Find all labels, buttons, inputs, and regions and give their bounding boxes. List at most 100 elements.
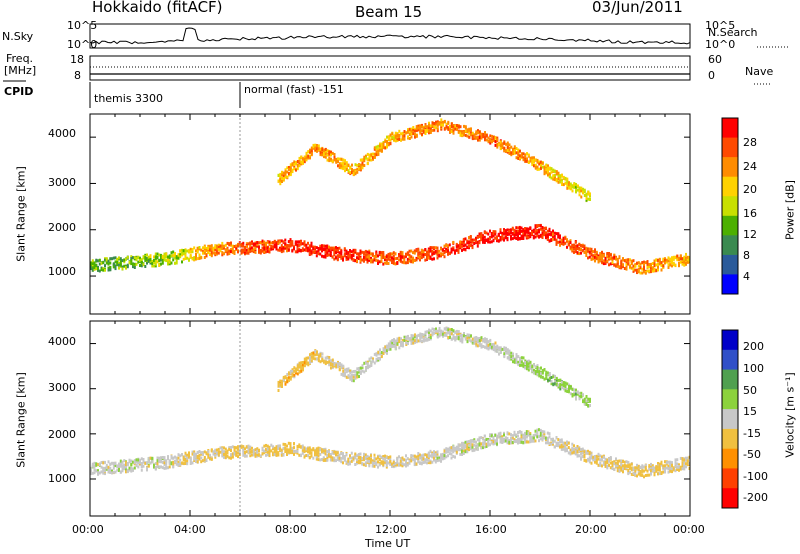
power-cell <box>310 250 313 254</box>
power-cell <box>513 145 516 149</box>
power-cell <box>251 246 253 250</box>
velocity-cell <box>368 460 371 464</box>
velocity-cell <box>650 469 652 473</box>
velocity-cell <box>149 461 152 465</box>
velocity-cell <box>386 346 388 350</box>
power-cell <box>275 242 278 246</box>
power-cell <box>193 246 196 250</box>
velocity-cell <box>454 447 456 451</box>
velocity-cell <box>191 452 194 456</box>
power-cell <box>280 244 283 248</box>
velocity-cell <box>209 457 211 461</box>
power-cell <box>214 244 217 248</box>
power-cell <box>121 265 124 269</box>
velocity-cell <box>613 460 616 464</box>
power-cell <box>478 241 481 245</box>
power-cell <box>314 250 316 254</box>
power-cell <box>440 247 442 251</box>
power-cell <box>342 167 345 171</box>
velocity-cell <box>573 448 575 452</box>
power-cell <box>574 246 577 250</box>
power-cell <box>533 160 535 164</box>
velocity-cell <box>289 369 292 373</box>
power-cell <box>534 163 537 167</box>
power-cell <box>153 264 155 268</box>
velocity-cell <box>686 461 689 465</box>
power-cell <box>116 260 119 264</box>
velocity-cell <box>296 368 299 372</box>
velocity-cell <box>209 453 211 457</box>
power-cell <box>420 256 423 260</box>
power-cell <box>310 149 313 153</box>
power-cell <box>459 133 462 137</box>
velocity-cell <box>317 458 320 462</box>
power-cell <box>133 262 136 266</box>
velocity-cell <box>613 462 616 466</box>
power-cell <box>407 130 409 134</box>
velocity-cell <box>281 385 283 388</box>
power-cell <box>153 261 155 264</box>
power-cell <box>308 244 311 248</box>
velocity-cell <box>518 437 521 441</box>
velocity-cell <box>618 465 621 468</box>
velocity-cell <box>119 459 122 463</box>
power-cell <box>224 249 227 253</box>
velocity-cell <box>287 441 290 445</box>
velocity-cell <box>401 456 404 460</box>
velocity-cell <box>146 466 148 470</box>
velocity-cell <box>247 450 250 454</box>
power-cell <box>370 260 372 264</box>
velocity-cell <box>464 440 467 444</box>
velocity-cell <box>525 433 528 436</box>
velocity-cell <box>581 455 584 459</box>
power-cell <box>480 232 483 236</box>
velocity-cell <box>323 360 325 363</box>
power-cell <box>499 140 502 144</box>
power-cell <box>611 261 614 264</box>
velocity-cell <box>657 462 659 465</box>
power-cell <box>450 130 453 134</box>
velocity-cell <box>349 375 352 379</box>
power-cell <box>111 257 113 261</box>
velocity-cell <box>377 350 380 354</box>
power-cell <box>422 253 425 257</box>
power-cell <box>412 127 415 131</box>
velocity-cell <box>616 466 619 470</box>
velocity-cell <box>550 442 553 446</box>
velocity-cell <box>324 447 327 451</box>
velocity-cell <box>459 448 462 452</box>
velocity-cell <box>158 460 161 464</box>
velocity-cell <box>100 461 103 464</box>
velocity-cell <box>156 465 159 469</box>
power-cell <box>380 142 383 146</box>
power-cell <box>534 165 537 169</box>
velocity-cell <box>303 357 306 361</box>
power-cell <box>284 168 287 172</box>
power-cell <box>434 246 437 250</box>
power-cell <box>483 235 486 239</box>
power-cell <box>344 165 346 169</box>
velocity-cell <box>658 472 661 476</box>
velocity-cbar-tick-50: 50 <box>743 384 757 397</box>
power-cell <box>163 255 166 259</box>
power-cell <box>527 236 530 240</box>
velocity-cell <box>538 428 540 432</box>
power-cell <box>375 258 378 262</box>
power-cell <box>574 240 577 244</box>
velocity-cell <box>426 455 428 459</box>
power-cell <box>335 256 337 260</box>
velocity-cell <box>393 344 395 348</box>
power-cell <box>95 267 98 271</box>
power-cell <box>118 256 120 260</box>
power-cell <box>419 129 422 133</box>
velocity-cell <box>354 456 357 460</box>
power-cell <box>265 250 267 254</box>
velocity-cell <box>585 459 588 463</box>
power-cell <box>394 135 397 139</box>
power-cell <box>492 238 495 242</box>
velocity-cell <box>240 445 243 449</box>
power-cell <box>454 251 456 255</box>
velocity-cell <box>359 452 362 456</box>
velocity-cell <box>359 458 362 462</box>
power-cell <box>578 242 581 246</box>
